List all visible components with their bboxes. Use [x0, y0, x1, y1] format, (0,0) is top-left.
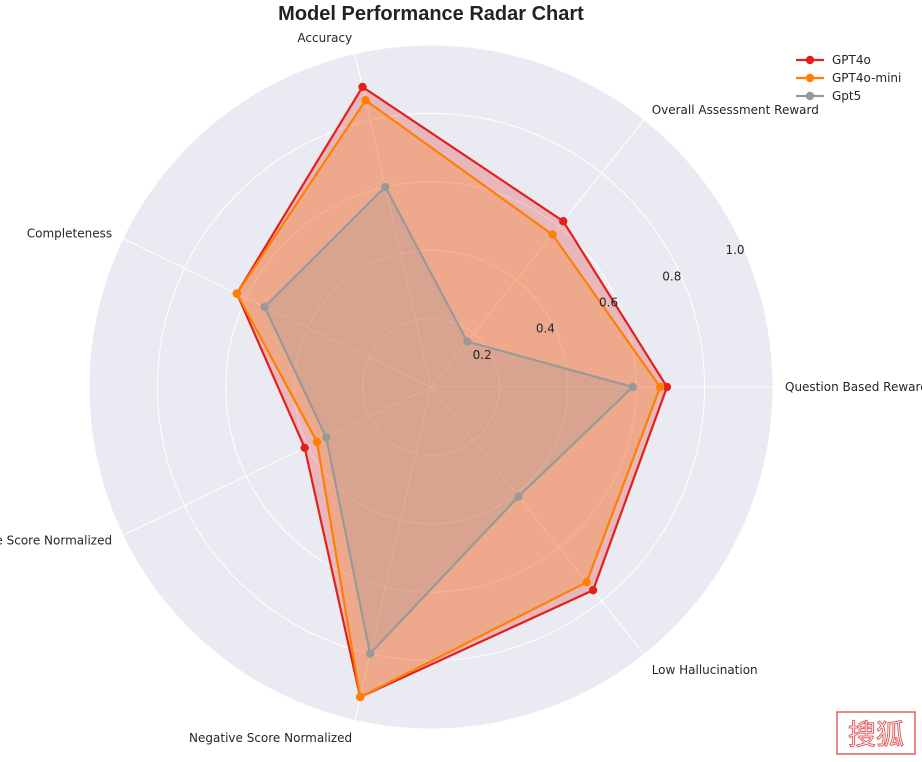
chart-title: Model Performance Radar Chart — [278, 3, 584, 25]
legend-marker — [805, 73, 815, 83]
grid-spoke — [122, 238, 432, 388]
data-point — [260, 302, 269, 312]
data-point — [312, 437, 322, 447]
series-gpt4o-mini — [232, 96, 665, 702]
data-point — [582, 577, 591, 587]
legend-label: GPT4o — [832, 53, 871, 67]
radial-tick-label: 0.2 — [473, 348, 492, 362]
data-point — [356, 692, 365, 702]
watermark-stamp: 搜狐 — [836, 711, 916, 755]
series-gpt5 — [260, 182, 637, 658]
data-point — [361, 96, 370, 105]
radial-tick-label: 1.0 — [725, 243, 744, 257]
legend-entry: Gpt5 — [796, 89, 861, 103]
data-point — [300, 443, 309, 453]
grid-spoke — [354, 386, 432, 721]
axis-label: Overall Assessment Reward — [652, 103, 819, 117]
radial-tick-label: 0.8 — [662, 269, 681, 283]
data-point — [514, 492, 523, 501]
legend-label: Gpt5 — [832, 89, 861, 103]
legend-marker — [805, 91, 815, 101]
data-point — [232, 289, 242, 298]
series-line — [235, 99, 662, 699]
series-area — [236, 86, 667, 698]
legend-entry: GPT4o — [796, 53, 871, 67]
axis-label: Question Based Reward — [785, 380, 922, 394]
legend-label: GPT4o-mini — [832, 71, 901, 85]
radial-tick-label: 0.6 — [599, 296, 618, 310]
axis-label: Low Hallucination — [652, 663, 758, 677]
data-point — [365, 649, 375, 658]
series-layer — [232, 82, 672, 702]
radial-tick-labels: 0.2 0.4 0.6 0.8 1.0 — [473, 243, 745, 362]
legend-entry: GPT4o-mini — [796, 71, 901, 85]
legend: GPT4o GPT4o-mini Gpt5 — [796, 53, 901, 103]
radial-grid — [88, 44, 774, 730]
data-point — [322, 433, 331, 442]
axis-label: Negative Score Normalized — [189, 731, 352, 745]
data-point — [559, 217, 568, 226]
radial-tick-label: 0.4 — [536, 322, 555, 336]
data-point — [655, 382, 665, 392]
data-point — [358, 82, 367, 92]
data-point — [463, 337, 472, 346]
axis-label: Positive Score Normalized — [0, 534, 112, 548]
axis-label: Accuracy — [297, 31, 352, 45]
data-point — [662, 382, 672, 392]
grid-spoke — [430, 386, 645, 655]
series-area — [236, 100, 661, 698]
watermark-text: 搜狐 — [848, 718, 904, 751]
data-point — [381, 182, 390, 192]
axis-labels: Question Based Reward Overall Assessment … — [0, 31, 922, 745]
series-line — [235, 85, 669, 699]
series-area — [264, 186, 633, 654]
grid-spoke — [354, 53, 432, 388]
data-point — [628, 382, 637, 392]
series-line — [263, 185, 634, 655]
data-point — [588, 586, 598, 595]
data-point — [548, 230, 557, 239]
axis-label: Completeness — [27, 226, 112, 240]
legend-marker — [805, 55, 815, 65]
grid-spoke — [122, 386, 432, 536]
